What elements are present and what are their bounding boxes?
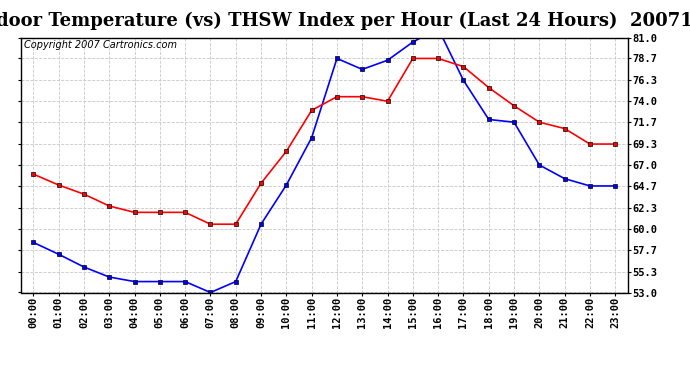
Text: Outdoor Temperature (vs) THSW Index per Hour (Last 24 Hours)  20071021: Outdoor Temperature (vs) THSW Index per … <box>0 11 690 30</box>
Text: Copyright 2007 Cartronics.com: Copyright 2007 Cartronics.com <box>23 40 177 50</box>
